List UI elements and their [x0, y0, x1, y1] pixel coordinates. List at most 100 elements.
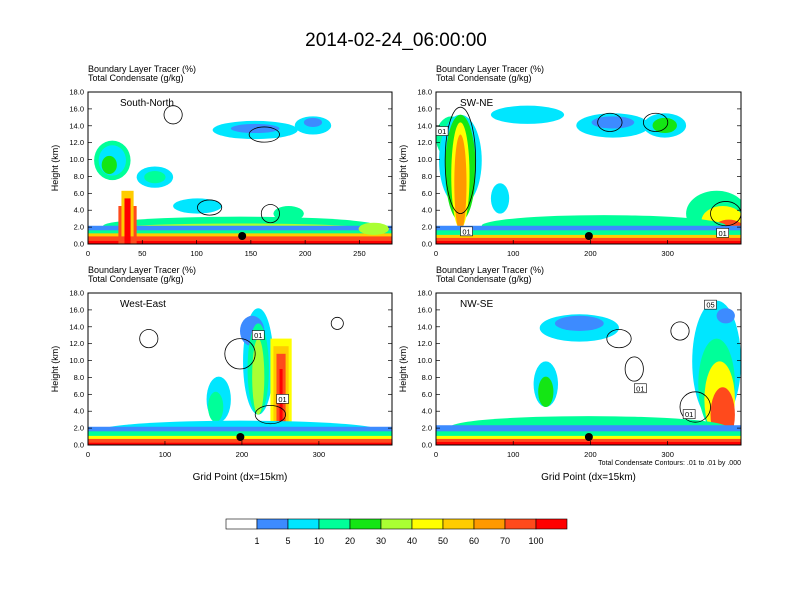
- tracer-shade: [436, 240, 741, 244]
- y-tick-label: 0.0: [74, 240, 84, 249]
- y-axis-label: Height (km): [50, 346, 60, 393]
- colorbar-label: 50: [438, 536, 448, 546]
- y-tick-label: 18.0: [417, 88, 432, 97]
- y-tick-label: 18.0: [69, 88, 84, 97]
- main-title: 2014-02-24_06:00:00: [305, 30, 487, 51]
- y-tick-label: 10.0: [417, 356, 432, 365]
- colorbar-swatch: [535, 518, 568, 530]
- tracer-shade: [554, 315, 604, 331]
- y-tick-label: 4.0: [422, 407, 432, 416]
- contour-label-box: [704, 299, 717, 310]
- tracer-shade: [490, 105, 565, 124]
- condensate-contour: [679, 391, 711, 423]
- contour-label: 01: [636, 384, 644, 393]
- condensate-contour: [642, 112, 669, 132]
- condensate-contour: [260, 204, 280, 224]
- contour-label: 01: [462, 227, 470, 236]
- x-tick-label: 200: [299, 249, 312, 258]
- x-tick-label: 100: [190, 249, 203, 258]
- panel-3: Boundary Layer Tracer (%)Total Condensat…: [50, 265, 393, 483]
- location-marker: [238, 232, 247, 240]
- colorbar-swatch: [473, 518, 506, 530]
- x-tick-label: 300: [661, 450, 674, 459]
- subtitle-condensate: Total Condensate (g/kg): [88, 274, 184, 284]
- condensate-contour: [254, 405, 286, 425]
- y-tick-label: 6.0: [74, 189, 84, 198]
- tracer-shade: [88, 438, 392, 445]
- contour-label: 01: [278, 395, 286, 404]
- contour-note: Total Condensate Contours: .01 to .01 by…: [598, 460, 741, 467]
- panel-2: Boundary Layer Tracer (%)Total Condensat…: [398, 64, 742, 258]
- y-tick-label: 0.0: [422, 441, 432, 450]
- subtitle-condensate: Total Condensate (g/kg): [436, 274, 532, 284]
- y-tick-label: 10.0: [69, 356, 84, 365]
- x-tick-label: 0: [434, 450, 438, 459]
- condensate-contour: [606, 329, 632, 349]
- x-tick-label: 100: [507, 249, 520, 258]
- y-tick-label: 18.0: [69, 289, 84, 298]
- y-tick-label: 8.0: [74, 373, 84, 382]
- x-tick-label: 150: [245, 249, 258, 258]
- y-tick-label: 4.0: [74, 407, 84, 416]
- y-tick-label: 14.0: [69, 322, 84, 331]
- y-tick-label: 4.0: [74, 206, 84, 215]
- tracer-field: [88, 308, 392, 445]
- y-tick-label: 14.0: [417, 322, 432, 331]
- contour-label-box: [634, 383, 647, 394]
- y-tick-label: 14.0: [417, 121, 432, 130]
- panel-4: Boundary Layer Tracer (%)Total Condensat…: [398, 265, 742, 483]
- contour-label: 05: [706, 301, 714, 310]
- tracer-field: [436, 105, 741, 244]
- colorbar-swatch: [287, 518, 320, 530]
- colorbar-swatch: [411, 518, 444, 530]
- subtitle-condensate: Total Condensate (g/kg): [436, 73, 532, 83]
- tracer-shade: [538, 376, 554, 407]
- subtitle-condensate: Total Condensate (g/kg): [88, 73, 184, 83]
- tracer-shade: [88, 236, 392, 244]
- x-tick-label: 300: [313, 450, 326, 459]
- panel-label: NW-SE: [460, 299, 493, 310]
- y-tick-label: 16.0: [69, 104, 84, 113]
- contour-label: 01: [719, 229, 727, 238]
- y-tick-label: 0.0: [74, 441, 84, 450]
- x-tick-label: 0: [86, 249, 90, 258]
- condensate-contour: [330, 316, 344, 330]
- condensate-contour: [710, 201, 741, 227]
- y-tick-label: 4.0: [422, 206, 432, 215]
- plot-frame: [435, 292, 742, 446]
- y-tick-label: 8.0: [422, 172, 432, 181]
- condensate-contour: [163, 105, 183, 125]
- y-tick-label: 12.0: [69, 138, 84, 147]
- tracer-field: [88, 105, 392, 244]
- y-tick-label: 14.0: [69, 121, 84, 130]
- y-tick-label: 6.0: [422, 189, 432, 198]
- condensate-contour: [224, 338, 256, 370]
- y-tick-label: 16.0: [417, 104, 432, 113]
- x-tick-label: 200: [236, 450, 249, 459]
- condensate-contour: [197, 199, 223, 216]
- location-marker: [584, 232, 593, 240]
- subtitle-tracer: Boundary Layer Tracer (%): [88, 64, 196, 74]
- x-tick-label: 200: [584, 249, 597, 258]
- x-tick-label: 250: [353, 249, 366, 258]
- x-tick-label: 0: [434, 249, 438, 258]
- colorbar-label: 5: [285, 536, 290, 546]
- tracer-shade: [490, 183, 510, 214]
- contour-label-box: [716, 228, 730, 238]
- condensate-contour: [248, 126, 280, 143]
- y-tick-label: 16.0: [417, 305, 432, 314]
- tracer-shade: [124, 198, 131, 244]
- tracer-shade: [279, 369, 283, 445]
- y-tick-label: 12.0: [69, 339, 84, 348]
- panel-label: SW-NE: [460, 98, 493, 109]
- panel-label: South-North: [120, 98, 174, 109]
- tracer-shade: [88, 240, 392, 244]
- y-axis-label: Height (km): [398, 346, 408, 393]
- y-axis-label: Height (km): [398, 145, 408, 192]
- colorbar-label: 20: [345, 536, 355, 546]
- tracer-shade: [652, 117, 677, 134]
- x-tick-label: 100: [159, 450, 172, 459]
- y-tick-label: 16.0: [69, 305, 84, 314]
- y-axis-label: Height (km): [50, 145, 60, 192]
- plot-frame: [87, 91, 393, 245]
